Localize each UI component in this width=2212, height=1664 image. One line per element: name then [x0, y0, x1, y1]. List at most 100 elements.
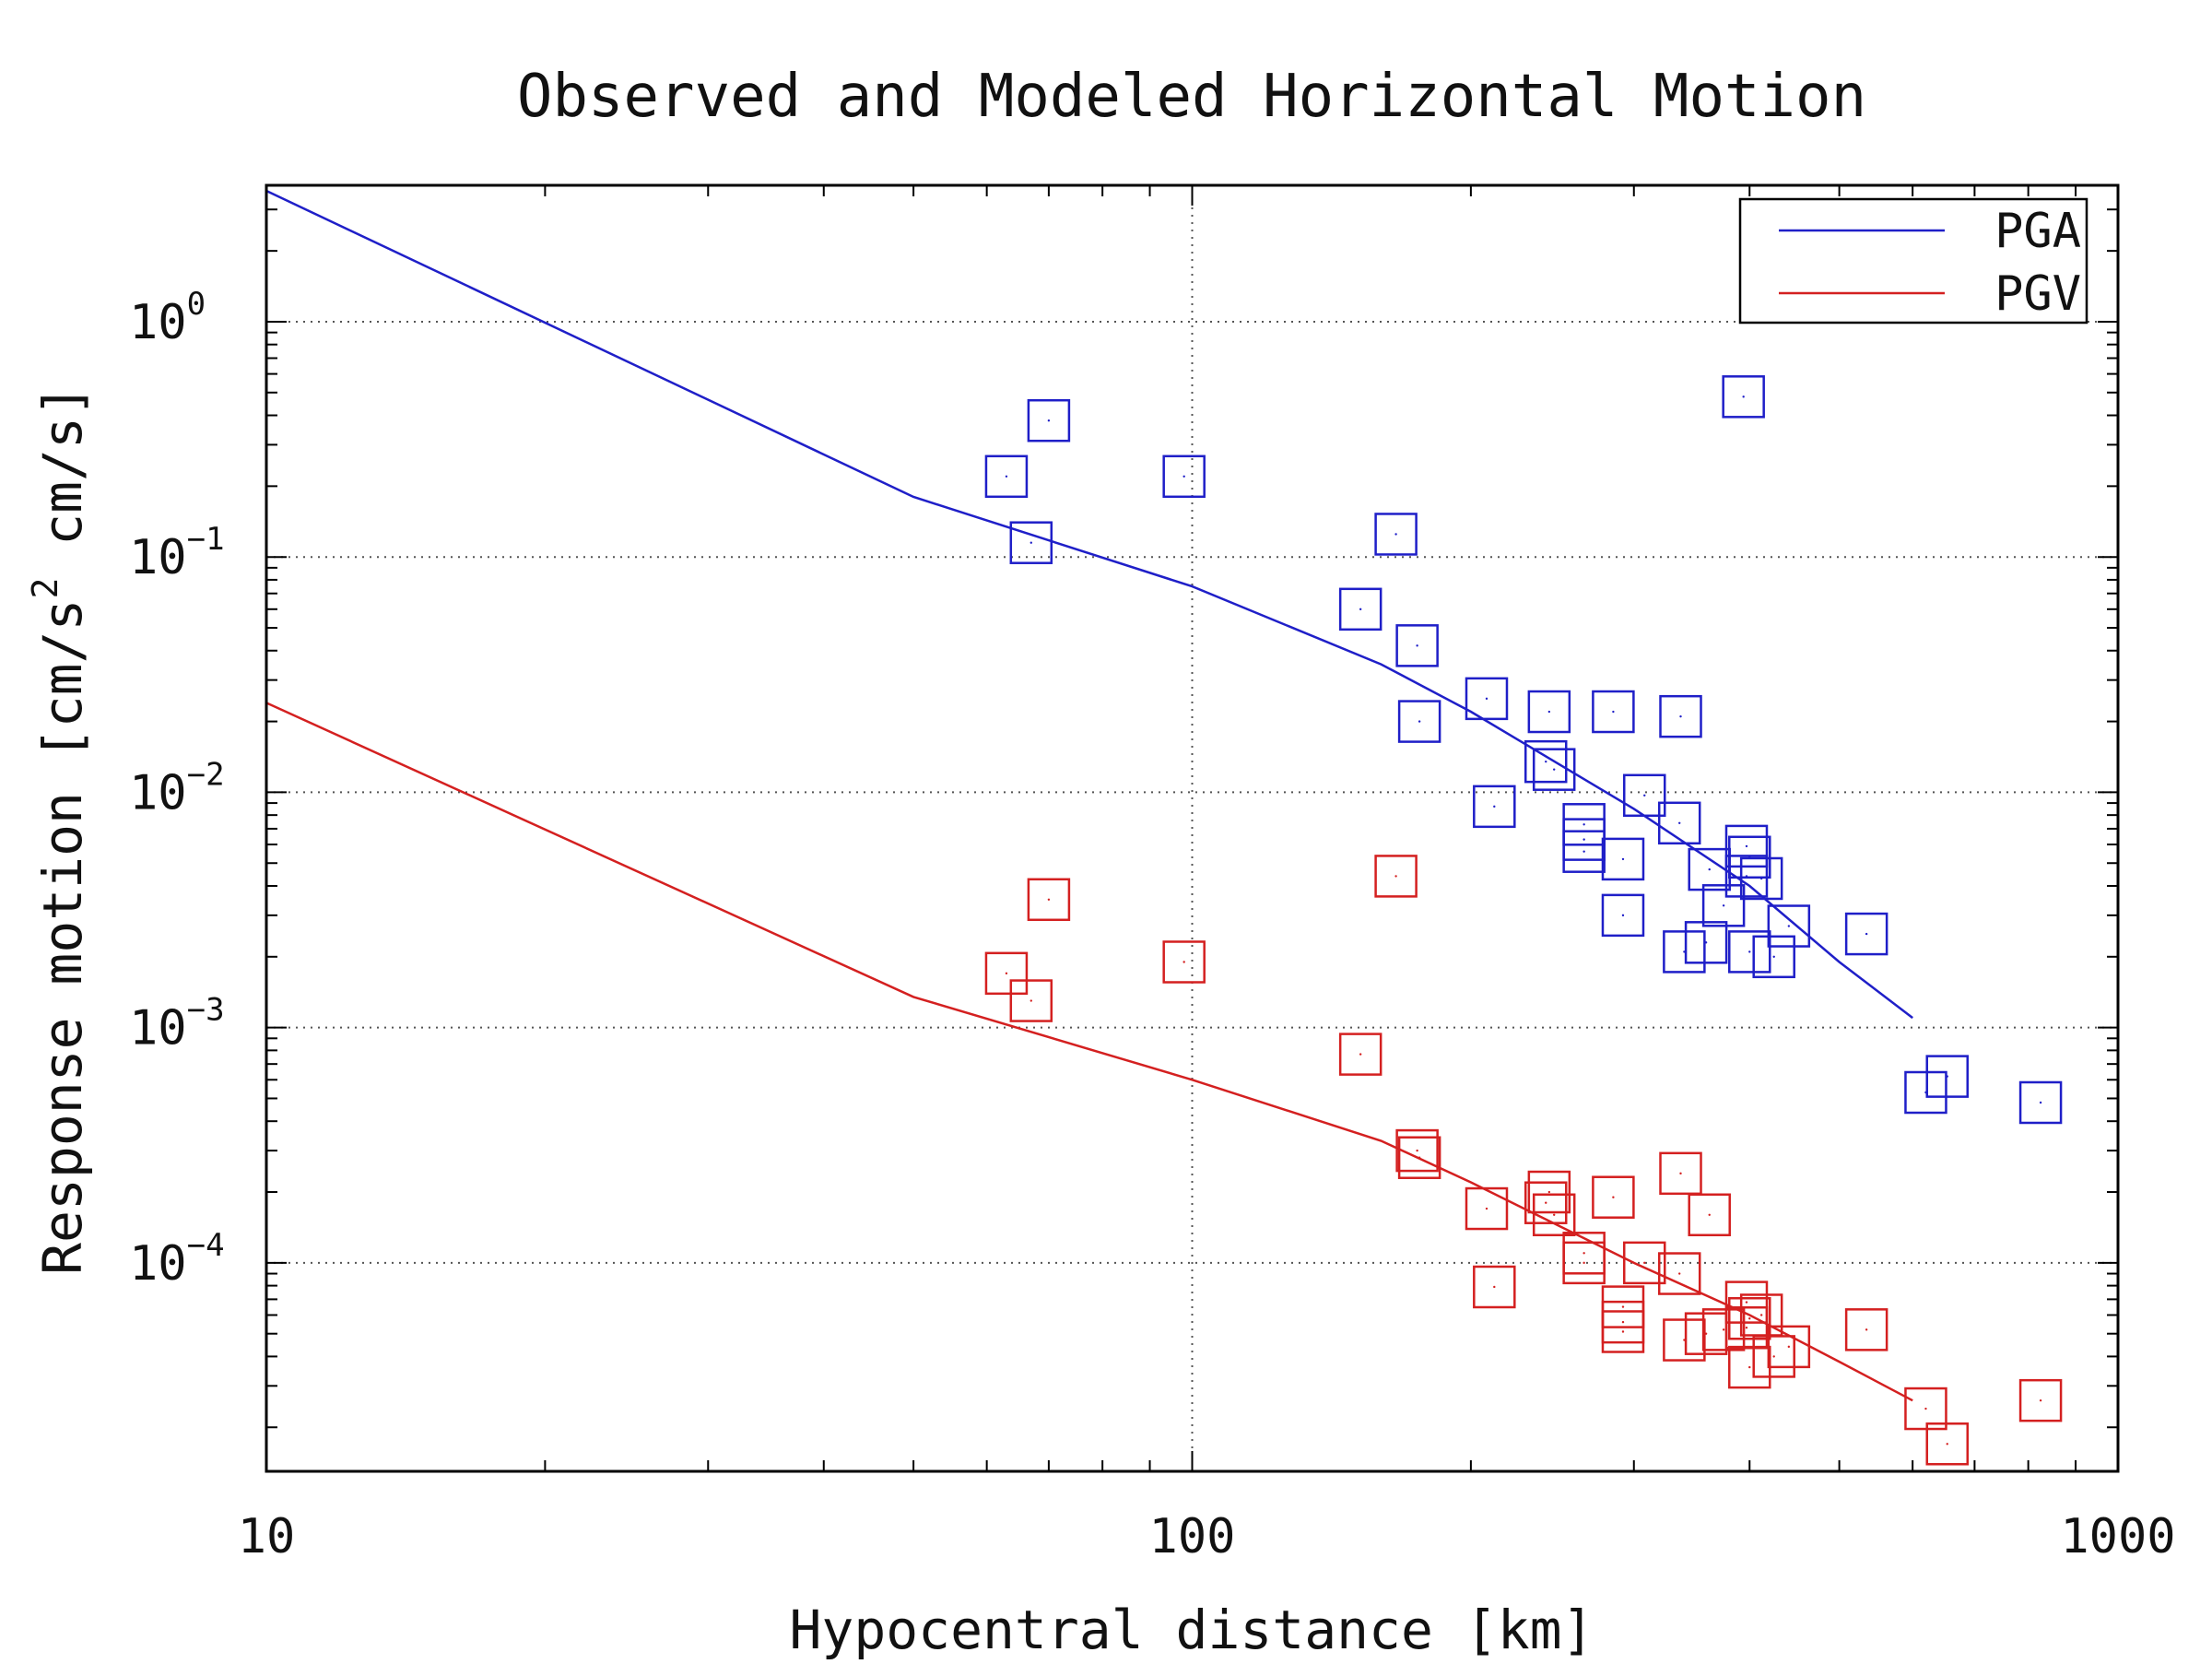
pgv-observed-point [1592, 1175, 1635, 1219]
y-tick-label: 10−1 [129, 521, 225, 585]
pga-point-center [1545, 760, 1547, 763]
pgv-point-center [1493, 1285, 1496, 1289]
pgv-point-center [1745, 1327, 1748, 1329]
pga-point-center [1583, 838, 1585, 841]
pgv-observed-point [1688, 1193, 1731, 1237]
pgv-point-center [1621, 1330, 1625, 1333]
pga-point-center [1946, 1075, 1948, 1078]
pga-point-center [1745, 875, 1748, 878]
pgv-observed-point [1162, 940, 1206, 984]
x-tick-label: 100 [1149, 1509, 1236, 1564]
grid-lines [266, 185, 2118, 1471]
pgv-observed-point [1752, 1335, 1795, 1378]
pgv-observed-point [1659, 1151, 1702, 1196]
pga-observed-point [1904, 1070, 1947, 1115]
pga-point-center [1485, 697, 1488, 701]
pga-point-center [1679, 714, 1682, 718]
x-tick-label: 1000 [2060, 1509, 2175, 1564]
pga-point-center [1742, 395, 1745, 398]
pga-point-center [1552, 768, 1556, 771]
pga-point-center [1583, 850, 1585, 853]
pgv-point-center [1612, 1196, 1615, 1198]
pgv-point-center [1583, 1261, 1585, 1265]
pgv-observed-point [1904, 1387, 1947, 1431]
pgv-point-center [1394, 875, 1397, 878]
pga-observed-point [1592, 690, 1635, 734]
pgv-observed-point [984, 951, 1029, 996]
pgv-point-center [1621, 1320, 1625, 1324]
pgv-observed-point [1465, 1186, 1509, 1231]
pgv-point-center [1005, 972, 1008, 975]
y-tick-exponent: −4 [187, 1227, 225, 1264]
pga-point-center [1865, 932, 1868, 936]
pgv-observed-point [1728, 1296, 1771, 1340]
x-tick-label: 10 [238, 1509, 296, 1564]
pga-point-center [1678, 821, 1681, 824]
pgv-observed-point [1009, 979, 1053, 1022]
pgv-point-center [2039, 1398, 2042, 1402]
series-layer [265, 189, 2063, 1466]
y-axis-label-tail: cm/s] [31, 384, 94, 578]
pga-point-center [1583, 823, 1585, 826]
y-tick-base: 10 [129, 530, 187, 585]
pgv-point-center [1643, 1261, 1646, 1265]
pgv-observed-point [1527, 1170, 1571, 1214]
pga-observed-point [1162, 454, 1206, 499]
pgv-point-center [1748, 1317, 1751, 1320]
pgv-observed-point [1844, 1308, 1888, 1351]
minor-ticks [265, 185, 2118, 1471]
pgv-point-center [1787, 1345, 1791, 1349]
pga-point-center [1394, 533, 1397, 536]
pgv-observed-point [1663, 1318, 1706, 1362]
legend-box [1738, 197, 2088, 325]
pgv-observed-point [1701, 1308, 1746, 1351]
pga-point-center [1047, 419, 1051, 422]
pga-point-center [1493, 805, 1496, 808]
pga-observed-point [1473, 785, 1516, 829]
pga-observed-point [1844, 912, 1888, 956]
pgv-observed-point [1374, 855, 1418, 898]
pga-point-center [1621, 857, 1625, 861]
pga-point-center [1787, 925, 1791, 927]
y-tick-exponent: −3 [187, 992, 225, 1029]
y-tick-label: 10−4 [129, 1227, 225, 1292]
y-tick-label: 10−3 [129, 992, 225, 1056]
pga-point-center [1418, 720, 1421, 723]
pga-observed-point [1925, 1055, 1969, 1098]
pgv-point-center [1722, 1328, 1725, 1331]
pga-point-center [1612, 710, 1615, 714]
pgv-observed-point [1767, 1325, 1811, 1369]
pgv-point-center [1708, 1213, 1711, 1216]
pga-observed-point [1663, 930, 1706, 974]
pgv-point-center [1359, 1053, 1362, 1056]
chart-title: Observed and Modeled Horizontal Motion [517, 63, 1866, 131]
pgv-point-center [1748, 1365, 1751, 1369]
pgv-point-center [1679, 1172, 1682, 1175]
pga-observed-point [1739, 856, 1783, 901]
pga-observed-point [1027, 398, 1071, 443]
pgv-point-center [1704, 1332, 1708, 1335]
pga-observed-point [1752, 935, 1795, 979]
pga-observed-point [1465, 677, 1509, 721]
pgv-observed-point [1562, 1241, 1606, 1285]
pgv-observed-point [1395, 1128, 1439, 1173]
pga-observed-point [1724, 855, 1769, 898]
pga-point-center [1005, 475, 1008, 478]
pga-observed-point [1338, 587, 1382, 631]
pgv-observed-point [1397, 1136, 1441, 1179]
pgv-point-center [1047, 898, 1051, 901]
pgv-point-center [1946, 1443, 1948, 1446]
pga-observed-point [1657, 801, 1701, 845]
pga-point-center [1547, 710, 1551, 714]
pga-point-center [1745, 844, 1748, 848]
pga-observed-point [1562, 830, 1606, 873]
pga-observed-point [1728, 930, 1771, 974]
pga-observed-point [1601, 837, 1645, 881]
pgv-point-center [1416, 1149, 1418, 1152]
pga-observed-point [1009, 521, 1053, 564]
pga-observed-point [1659, 694, 1702, 738]
y-axis-label: Response motion [cm/s2 cm/s] [25, 384, 94, 1275]
